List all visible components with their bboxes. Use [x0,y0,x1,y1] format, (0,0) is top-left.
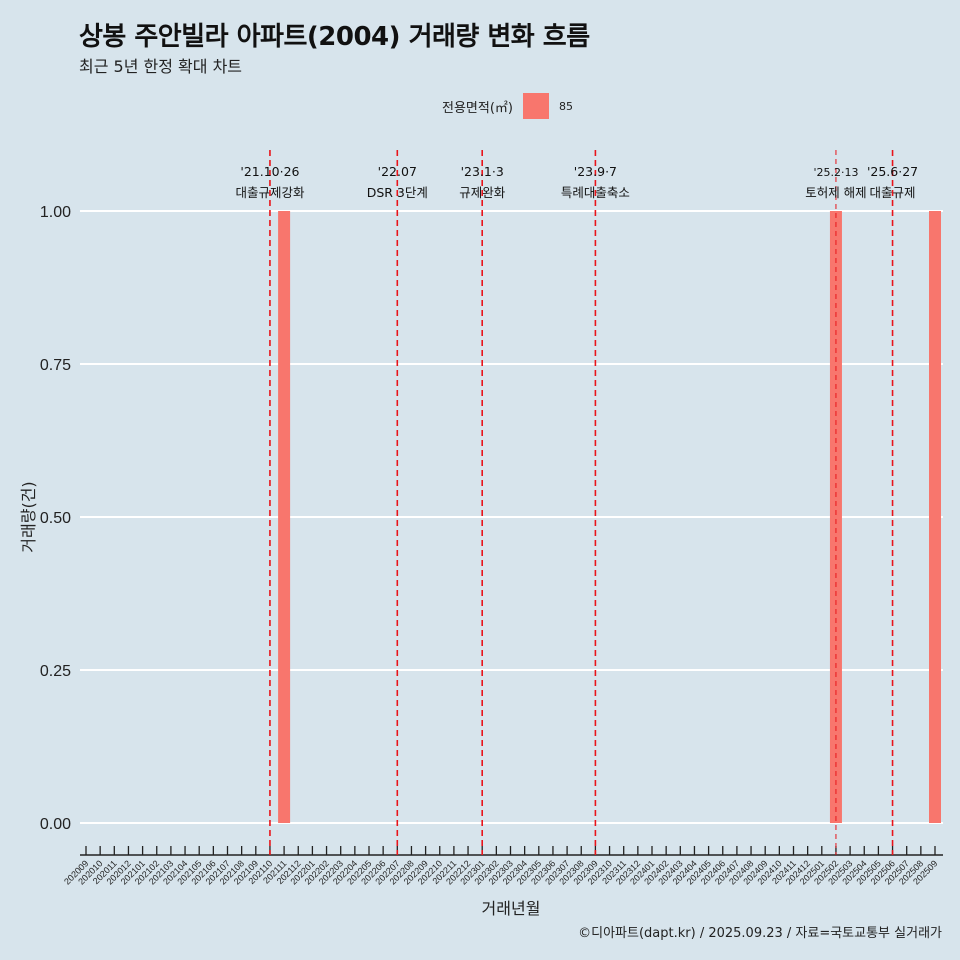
legend-label: 85 [558,99,573,113]
y-tick-label: 0.75 [40,357,71,374]
caption: ©디아파트(dapt.kr) / 2025.09.23 / 자료=국토교통부 실… [578,926,942,941]
event-label: DSR 3단계 [367,185,428,200]
bar [278,211,291,823]
event-date: '22.07 [378,164,417,179]
y-tick-label: 0.50 [40,510,71,527]
y-tick-label: 1.00 [40,204,71,221]
event-date: '23.1·3 [461,164,504,179]
x-axis-title: 거래년월 [482,899,541,918]
event-label: 대출규제 [870,185,916,200]
bar [829,211,842,823]
event-label: 규제완화 [459,185,506,200]
y-tick-label: 0.00 [40,816,71,833]
event-date: '25.6·27 [867,164,918,179]
legend: 전용면적(㎡) 85 [442,93,573,119]
event-date: '21.10·26 [240,164,299,179]
legend-title: 전용면적(㎡) [442,100,513,116]
event-date: '25.2·13 [813,166,858,179]
event-label: 토허제 해제 [805,185,866,200]
bar [929,211,941,823]
event-label: 특례대출축소 [561,185,630,200]
legend-swatch [522,93,549,119]
event-date: '23.9·7 [574,164,617,179]
chart-subtitle: 최근 5년 한정 확대 차트 [79,57,243,76]
chart-title: 상봉 주안빌라 아파트(2004) 거래량 변화 흐름 [79,22,590,52]
y-tick-label: 0.25 [40,663,71,680]
event-label: 대출규제강화 [235,185,305,200]
y-axis-title: 거래량(건) [19,481,38,552]
